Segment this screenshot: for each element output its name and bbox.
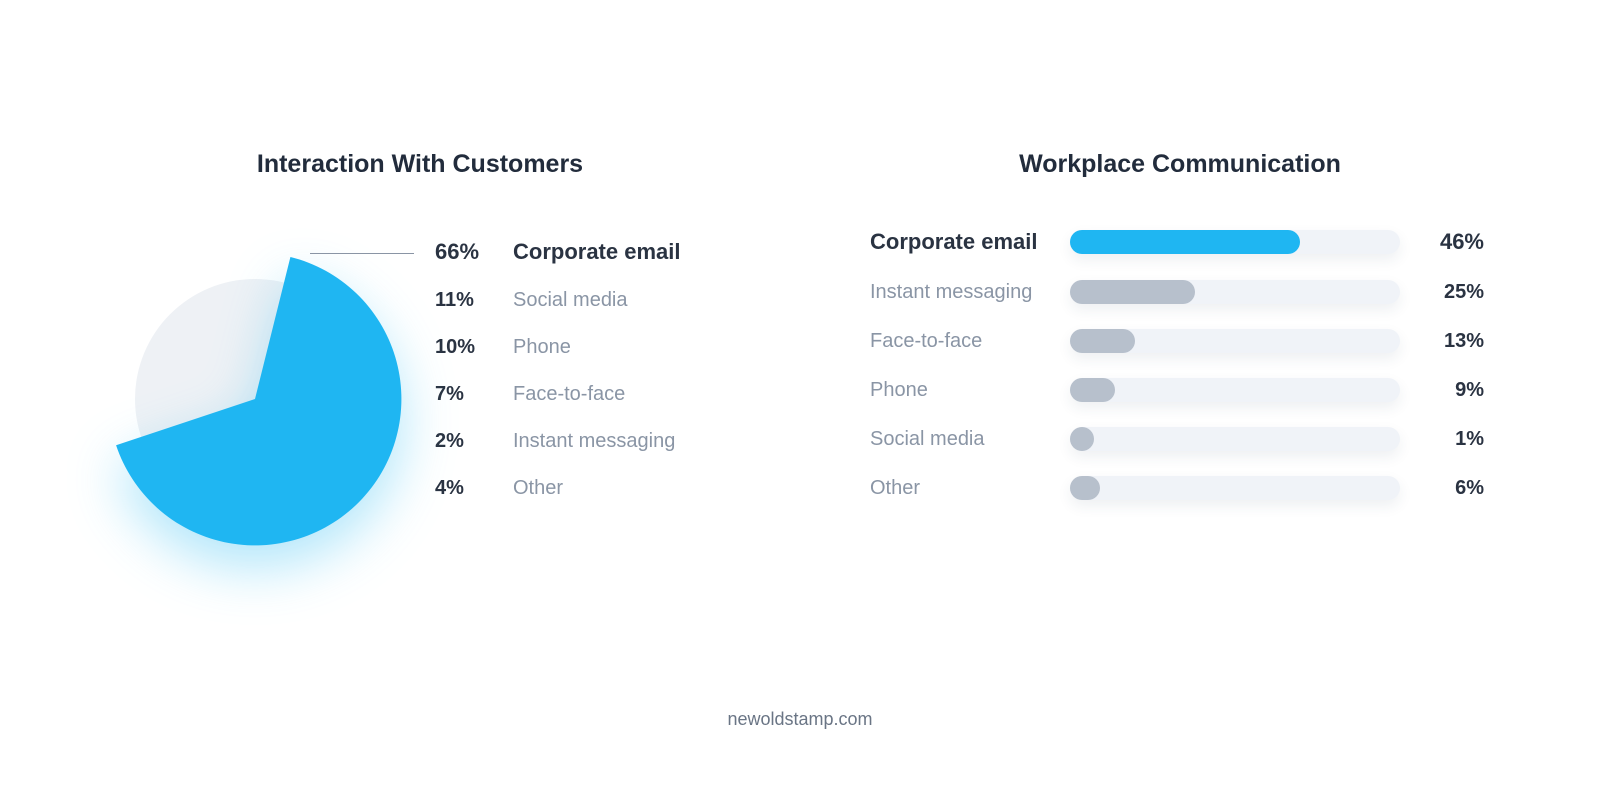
pie-legend-pct: 2% xyxy=(435,430,491,453)
pie-legend: 66% Corporate email 11% Social media 10% Phon… xyxy=(435,229,681,500)
bar-track xyxy=(1070,280,1400,304)
bar-row: Phone 9% xyxy=(870,378,1490,402)
bar-track xyxy=(1070,476,1400,500)
bar-fill xyxy=(1070,329,1135,353)
pie-legend-pct: 66% xyxy=(435,239,491,265)
pie-legend-label: Corporate email xyxy=(513,239,681,265)
bar-row: Other 6% xyxy=(870,476,1490,500)
pie-legend-label: Face-to-face xyxy=(513,383,625,406)
bar-fill xyxy=(1070,476,1100,500)
bar-pct: 9% xyxy=(1400,379,1490,402)
bar-pct: 1% xyxy=(1400,428,1490,451)
bar-track xyxy=(1070,329,1400,353)
bar-fill xyxy=(1070,378,1115,402)
pie-legend-row: 10% Phone xyxy=(435,336,681,359)
panel-interaction-with-customers: Interaction With Customers 66% Corporate … xyxy=(100,150,740,559)
bar-label: Corporate email xyxy=(870,229,1070,255)
bar-pct: 25% xyxy=(1400,281,1490,304)
pie-legend-pct: 10% xyxy=(435,336,491,359)
pie-legend-row: 11% Social media xyxy=(435,289,681,312)
pie-leader-line xyxy=(310,253,414,254)
bar-track xyxy=(1070,230,1400,254)
interaction-title: Interaction With Customers xyxy=(100,150,740,179)
bar-track xyxy=(1070,427,1400,451)
pie-legend-row: 7% Face-to-face xyxy=(435,383,681,406)
pie-legend-pct: 11% xyxy=(435,289,491,312)
bar-label: Face-to-face xyxy=(870,330,1070,353)
footer-credit: newoldstamp.com xyxy=(0,709,1600,730)
pie-legend-row: 4% Other xyxy=(435,477,681,500)
pie-chart xyxy=(100,229,410,559)
bar-fill xyxy=(1070,280,1195,304)
pie-svg xyxy=(100,229,410,559)
bars-list: Corporate email 46% Instant messaging 25% Fa… xyxy=(860,229,1500,500)
bar-row: Face-to-face 13% xyxy=(870,329,1490,353)
interaction-body: 66% Corporate email 11% Social media 10% Phon… xyxy=(100,229,740,559)
pie-legend-row: 66% Corporate email xyxy=(435,239,681,265)
pie-legend-label: Other xyxy=(513,477,563,500)
bar-fill xyxy=(1070,230,1300,254)
pie-legend-pct: 7% xyxy=(435,383,491,406)
pie-legend-label: Social media xyxy=(513,289,628,312)
panel-workplace-communication: Workplace Communication Corporate email 4… xyxy=(860,150,1500,500)
bar-label: Phone xyxy=(870,379,1070,402)
pie-legend-label: Instant messaging xyxy=(513,430,675,453)
bar-label: Social media xyxy=(870,428,1070,451)
pie-legend-row: 2% Instant messaging xyxy=(435,430,681,453)
bar-pct: 46% xyxy=(1400,229,1490,255)
bar-track xyxy=(1070,378,1400,402)
bar-row: Instant messaging 25% xyxy=(870,280,1490,304)
bar-label: Other xyxy=(870,477,1070,500)
bar-row: Corporate email 46% xyxy=(870,229,1490,255)
bar-pct: 6% xyxy=(1400,477,1490,500)
bar-fill xyxy=(1070,427,1094,451)
pie-legend-pct: 4% xyxy=(435,477,491,500)
pie-legend-label: Phone xyxy=(513,336,571,359)
workplace-title: Workplace Communication xyxy=(860,150,1500,179)
bar-row: Social media 1% xyxy=(870,427,1490,451)
bar-pct: 13% xyxy=(1400,330,1490,353)
bar-label: Instant messaging xyxy=(870,281,1070,304)
panels: Interaction With Customers 66% Corporate … xyxy=(0,0,1600,559)
